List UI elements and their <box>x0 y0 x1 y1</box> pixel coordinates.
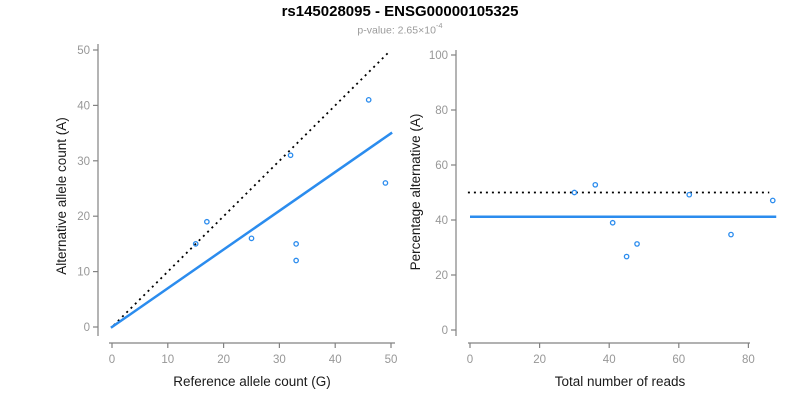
x-tick-label: 30 <box>273 354 286 366</box>
x-axis-title: Reference allele count (G) <box>173 374 331 389</box>
y-tick-label: 0 <box>84 322 90 334</box>
data-point <box>571 189 578 196</box>
data-point <box>287 152 294 159</box>
x-tick-label: 80 <box>742 354 755 366</box>
data-point <box>728 231 734 238</box>
x-tick-label: 60 <box>672 354 685 366</box>
y-tick-label: 100 <box>429 50 448 62</box>
data-point <box>634 241 640 247</box>
data-point <box>293 257 299 264</box>
x-tick-label: 0 <box>109 354 115 366</box>
y-tick-label: 40 <box>77 100 90 112</box>
identity-line <box>113 52 389 326</box>
data-point <box>686 191 693 198</box>
pvalue-exponent: -4 <box>435 21 443 30</box>
data-point <box>592 181 599 188</box>
panel-percentage-alternative: 0 20 40 60 80 0 20 40 60 80 100 Total number of rea… <box>408 50 777 389</box>
data-point <box>769 197 776 204</box>
x-tick-label: 40 <box>329 354 342 366</box>
data-point <box>623 253 630 260</box>
data-point <box>293 241 299 247</box>
y-tick-label: 30 <box>77 156 90 168</box>
data-point <box>248 235 255 242</box>
y-axis-title: Alternative allele count (A) <box>54 117 69 275</box>
pvalue-text: p-value: 2.65×10 <box>357 24 436 37</box>
y-tick-label: 50 <box>77 45 90 57</box>
x-tick-label: 0 <box>467 354 473 366</box>
data-point <box>204 218 210 225</box>
y-tick-label: 60 <box>435 160 448 172</box>
x-axis-title: Total number of reads <box>555 374 686 389</box>
x-tick-label: 20 <box>533 354 546 366</box>
x-tick-label: 20 <box>217 354 230 366</box>
y-tick-label: 0 <box>442 325 448 337</box>
data-point <box>382 180 389 186</box>
fit-line <box>110 131 393 329</box>
figure-subtitle: p-value: 2.65×10-4 <box>0 20 800 38</box>
y-tick-label: 40 <box>435 215 448 227</box>
data-point <box>609 219 616 226</box>
y-axis-title: Percentage alternative (A) <box>408 114 423 271</box>
x-tick-label: 50 <box>385 354 398 366</box>
panel-allele-counts: 0 10 20 30 40 50 0 10 20 30 40 50 Reference allele c… <box>54 44 397 389</box>
x-tick-label: 40 <box>603 354 616 366</box>
data-point <box>192 241 199 247</box>
x-tick-label: 10 <box>161 354 174 366</box>
y-tick-label: 10 <box>77 267 90 279</box>
y-tick-label: 20 <box>77 211 90 223</box>
y-tick-label: 80 <box>435 105 448 117</box>
y-tick-label: 20 <box>435 270 448 282</box>
figure-header: rs145028095 - ENSG00000105325 p-value: 2… <box>0 3 800 38</box>
figure-title: rs145028095 - ENSG00000105325 <box>281 3 519 20</box>
data-point <box>365 97 372 103</box>
